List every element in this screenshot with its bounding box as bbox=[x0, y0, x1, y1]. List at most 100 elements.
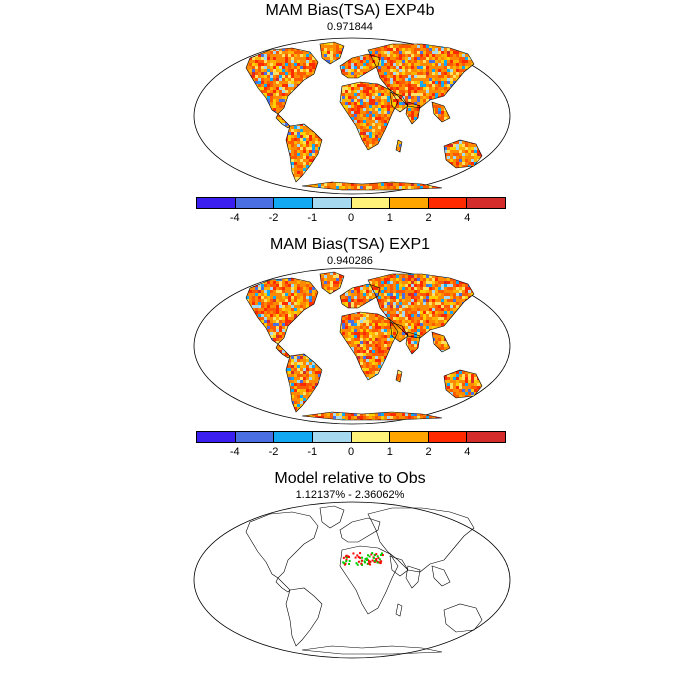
bias-cell bbox=[264, 78, 267, 81]
bias-cell bbox=[264, 75, 267, 78]
bias-cell bbox=[261, 57, 264, 60]
bias-cell bbox=[363, 105, 366, 108]
bias-cell bbox=[360, 60, 363, 63]
bias-cell bbox=[456, 144, 459, 147]
bias-cell bbox=[198, 90, 201, 93]
bias-cell bbox=[510, 138, 512, 141]
bias-cell bbox=[282, 54, 285, 57]
bias-cell bbox=[255, 60, 258, 63]
bias-cell bbox=[384, 63, 387, 66]
bias-cell bbox=[369, 66, 372, 69]
bias-cell bbox=[399, 99, 402, 102]
bias-cell bbox=[270, 60, 273, 63]
bias-cell bbox=[348, 60, 351, 63]
bias-cell bbox=[453, 144, 456, 147]
bias-cell bbox=[351, 69, 354, 72]
bias-cell bbox=[222, 168, 225, 171]
bias-cell bbox=[390, 105, 393, 108]
bias-cell bbox=[507, 42, 510, 45]
bias-cell bbox=[465, 150, 468, 153]
bias-cell bbox=[387, 84, 390, 87]
bias-cell bbox=[504, 57, 507, 60]
bias-cell bbox=[201, 150, 204, 153]
bias-cell bbox=[393, 90, 396, 93]
bias-cell bbox=[252, 72, 255, 75]
bias-cell bbox=[354, 60, 357, 63]
bias-cell bbox=[381, 102, 384, 105]
bias-cell bbox=[237, 174, 240, 177]
bias-cell bbox=[411, 39, 414, 42]
bias-cell bbox=[501, 159, 504, 162]
bias-cell bbox=[480, 66, 482, 69]
bias-cell bbox=[192, 174, 195, 177]
bias-cell bbox=[288, 144, 291, 147]
bias-cell bbox=[432, 78, 435, 81]
bias-cell bbox=[198, 42, 201, 45]
bias-cell bbox=[210, 42, 213, 45]
bias-cell bbox=[288, 78, 291, 81]
bias-cell bbox=[501, 54, 504, 57]
bias-cell bbox=[207, 150, 210, 153]
bias-cell bbox=[294, 78, 297, 81]
bias-cell bbox=[384, 60, 387, 63]
bias-cell bbox=[384, 78, 387, 81]
bias-cell bbox=[447, 42, 450, 45]
bias-cell bbox=[366, 111, 369, 114]
bias-cell bbox=[396, 57, 399, 60]
bias-cell bbox=[441, 69, 444, 72]
bias-cell bbox=[273, 42, 276, 45]
bias-cell bbox=[288, 87, 291, 90]
bias-cell bbox=[381, 126, 384, 129]
bias-cell bbox=[474, 63, 477, 66]
bias-cell bbox=[408, 63, 411, 66]
bias-cell bbox=[372, 141, 375, 144]
bias-cell bbox=[198, 153, 201, 156]
bias-cell bbox=[204, 63, 207, 66]
bias-cell bbox=[483, 60, 486, 63]
bias-cell bbox=[297, 153, 300, 156]
bias-cell bbox=[465, 60, 468, 63]
bias-cell bbox=[384, 57, 387, 60]
bias-cell bbox=[345, 108, 348, 111]
bias-cell bbox=[306, 144, 309, 147]
bias-cell bbox=[201, 147, 204, 150]
bias-cell bbox=[369, 96, 372, 99]
bias-cell bbox=[363, 90, 366, 93]
bias-cell bbox=[492, 162, 495, 165]
bias-cell bbox=[267, 78, 270, 81]
bias-cell bbox=[378, 84, 381, 87]
bias-cell bbox=[288, 135, 291, 138]
bias-cell bbox=[507, 171, 510, 174]
bias-cell bbox=[300, 156, 303, 159]
bias-cell bbox=[504, 84, 507, 87]
bias-cell bbox=[213, 51, 216, 54]
bias-cell bbox=[495, 72, 498, 75]
bias-cell bbox=[264, 66, 267, 69]
bias-cell bbox=[501, 162, 504, 165]
bias-cell bbox=[192, 75, 195, 78]
bias-cell bbox=[342, 90, 345, 93]
bias-cell bbox=[363, 93, 366, 96]
bias-cell bbox=[348, 63, 351, 66]
bias-cell bbox=[363, 63, 366, 66]
bias-cell bbox=[456, 60, 459, 63]
bias-cell bbox=[201, 45, 204, 48]
bias-cell bbox=[249, 66, 252, 69]
bias-cell bbox=[408, 114, 411, 117]
bias-cell bbox=[240, 42, 243, 45]
bias-cell bbox=[501, 87, 504, 90]
bias-cell bbox=[447, 54, 450, 57]
bias-cell bbox=[486, 42, 489, 45]
bias-cell bbox=[435, 42, 438, 45]
bias-cell bbox=[366, 60, 369, 63]
bias-cell bbox=[306, 36, 309, 39]
bias-cell bbox=[510, 96, 512, 99]
bias-cell bbox=[210, 60, 213, 63]
bias-cell bbox=[501, 156, 504, 159]
bias-cell bbox=[357, 96, 360, 99]
bias-cell bbox=[417, 90, 420, 93]
bias-cell bbox=[225, 165, 228, 168]
bias-cell bbox=[477, 45, 480, 48]
bias-cell bbox=[369, 135, 372, 138]
bias-cell bbox=[429, 39, 432, 42]
